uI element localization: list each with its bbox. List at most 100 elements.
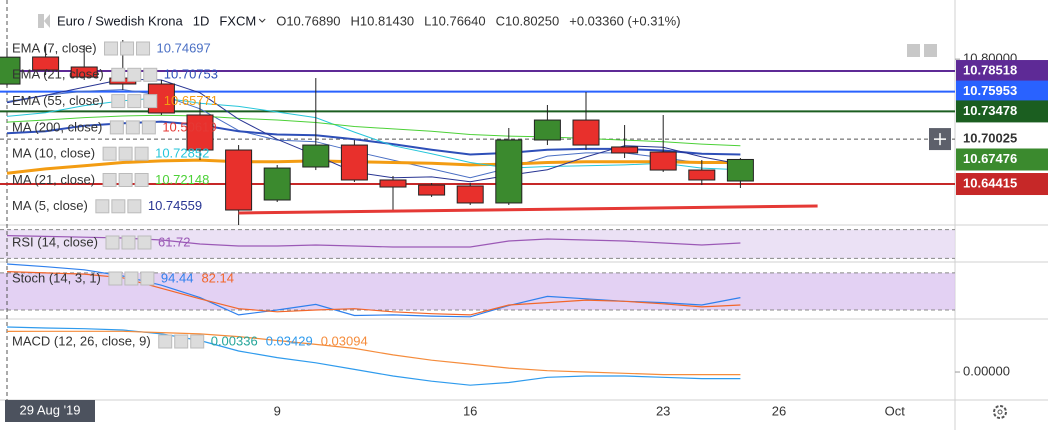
price-label: 10.73478 [963, 103, 1017, 118]
candle-body [32, 56, 60, 71]
legend-icon[interactable] [102, 146, 117, 161]
legend-icon[interactable] [134, 173, 149, 187]
legend-name: RSI (14, close) [12, 234, 98, 249]
legend-icon[interactable] [111, 199, 126, 214]
legend-name: MA (5, close) [12, 198, 88, 213]
legend-icon[interactable] [111, 94, 126, 109]
symbol-logo [38, 14, 50, 28]
legend-value: 61.72 [158, 234, 191, 249]
legend-value: 10.65771 [164, 93, 218, 108]
candle-body [533, 119, 561, 141]
pane-button[interactable] [924, 44, 937, 57]
legend-value: 0.03429 [266, 333, 313, 348]
ohlc-value: L10.76640 [424, 13, 485, 28]
chevron[interactable] [258, 18, 266, 23]
x-tick-label: Oct [885, 403, 906, 418]
legend-icon[interactable] [109, 120, 124, 135]
change-value: +0.03360 (+0.31%) [569, 13, 680, 28]
legend-value: 10.74697 [157, 40, 211, 55]
pane-button[interactable] [907, 44, 920, 57]
x-tick-label: 16 [463, 403, 477, 418]
legend-icon[interactable] [105, 235, 120, 250]
band-fill [0, 272, 955, 310]
price-label: 10.70025 [963, 131, 1017, 146]
candle-body [302, 144, 330, 168]
legend-icon[interactable] [120, 41, 135, 56]
legend-icon[interactable] [158, 334, 173, 349]
legend-name: EMA (7, close) [12, 40, 97, 55]
candle-body [147, 83, 175, 114]
legend-icon[interactable] [95, 199, 110, 214]
candle-body [726, 158, 754, 182]
legend-icon[interactable] [118, 146, 133, 161]
legend-value: 10.50619 [162, 119, 216, 134]
symbol-title: Euro / Swedish Krona [57, 13, 184, 28]
x-tick-label: 23 [656, 403, 670, 418]
legend-icon[interactable] [127, 67, 142, 82]
candle-body [70, 66, 98, 78]
legend-icon[interactable] [121, 235, 136, 250]
price-label: 10.78518 [963, 62, 1017, 77]
x-tick-label: 26 [772, 403, 786, 418]
legend-icon[interactable] [136, 41, 151, 56]
crosshair-date-box [5, 400, 95, 422]
trendline [238, 204, 818, 215]
interval: 1D [193, 13, 210, 28]
price-label: 10.67476 [963, 151, 1017, 166]
legend-name: EMA (21, close) [12, 67, 104, 82]
legend-value: 0.00336 [211, 333, 258, 348]
price-label-box [956, 173, 1048, 196]
legend-value: 82.14 [201, 270, 234, 285]
legend-icon[interactable] [140, 271, 155, 286]
legend-icon[interactable] [108, 271, 123, 286]
ohlc-value: C10.80250 [496, 13, 560, 28]
price-label-box [956, 100, 1048, 123]
price-label-box [956, 60, 1048, 83]
legend-value: 94.44 [161, 270, 194, 285]
plus-icon [934, 133, 946, 146]
legend-icon[interactable] [118, 173, 133, 187]
legend-icon[interactable] [143, 67, 158, 82]
legend-icon[interactable] [141, 120, 156, 135]
settings-button-core [997, 409, 1003, 415]
legend-icon[interactable] [190, 334, 205, 349]
legend-icon[interactable] [134, 146, 149, 161]
candle-body [688, 169, 716, 181]
price-label-box [956, 128, 1048, 151]
indicator-line [6, 158, 741, 175]
legend-value: 10.70753 [164, 67, 218, 82]
legend-value: 10.72852 [155, 146, 209, 161]
indicator-line [6, 114, 741, 147]
candle-body [572, 119, 600, 146]
candle-body [495, 139, 523, 204]
x-tick-label: 9 [274, 403, 281, 418]
legend-icon[interactable] [125, 120, 140, 135]
ohlc-value: O10.76890 [276, 13, 340, 28]
y-tick-label: 0.00000 [963, 363, 1010, 378]
settings-button[interactable] [993, 405, 1007, 419]
legend-icon[interactable] [104, 41, 119, 56]
legend-icon[interactable] [143, 94, 158, 109]
legend-icon[interactable] [127, 199, 142, 214]
price-label-box [956, 80, 1048, 103]
band-fill [0, 229, 955, 259]
legend-icon[interactable] [127, 94, 142, 109]
candle-body [340, 144, 368, 181]
price-label: 10.75953 [963, 83, 1017, 98]
legend-value: 0.03094 [321, 333, 368, 348]
legend-icon[interactable] [124, 271, 139, 286]
candle-body [611, 146, 639, 154]
legend-value: 10.74559 [148, 198, 202, 213]
ohlc-value: H10.81430 [351, 13, 415, 28]
candle-body [418, 184, 446, 196]
candle-body [379, 179, 407, 188]
legend-icon[interactable] [137, 235, 152, 250]
legend-icon[interactable] [102, 173, 117, 187]
legend-icon[interactable] [111, 67, 126, 82]
legend-name: MA (10, close) [12, 146, 95, 161]
legend-icon[interactable] [174, 334, 189, 349]
price-label-box [956, 148, 1048, 171]
